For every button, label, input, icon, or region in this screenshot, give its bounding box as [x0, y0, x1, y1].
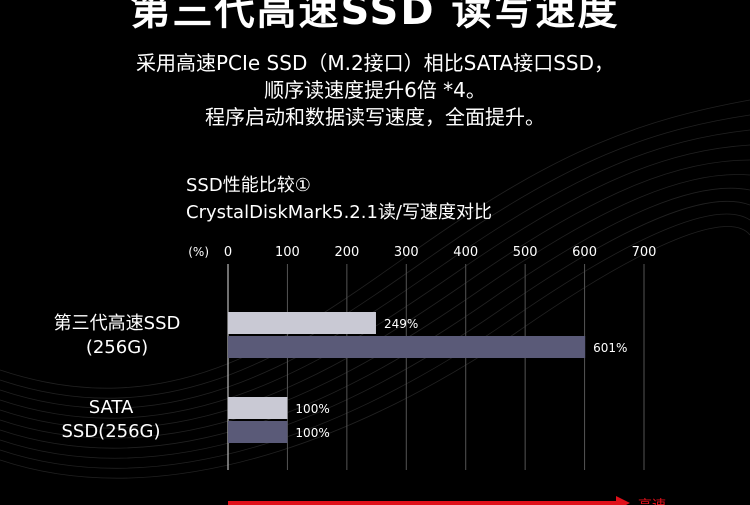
speed-arrow-label: 高速: [638, 497, 666, 505]
description-line-2: 顺序读速度提升6倍 *4。: [264, 78, 486, 102]
tick-label: 500: [513, 245, 538, 260]
description: 采用高速PCIe SSD（M.2接口）相比SATA接口SSD， 顺序读速度提升6…: [0, 50, 750, 131]
data-label: 601%: [593, 341, 627, 355]
description-line-1: 采用高速PCIe SSD（M.2接口）相比SATA接口SSD，: [135, 51, 615, 75]
axis-unit-label: (%): [188, 245, 209, 259]
data-label: 100%: [295, 426, 329, 440]
tick-label: 400: [453, 245, 478, 260]
category-label-pcie: 第三代高速SSD (256G): [22, 312, 212, 360]
tick-label: 300: [394, 245, 419, 260]
tick-label: 0: [224, 245, 232, 260]
chart-title: SSD性能比较①: [186, 175, 311, 196]
data-label: 249%: [384, 317, 418, 331]
page-title: 第三代高速SSD 读写速度: [130, 0, 620, 34]
category-label-line: (256G): [85, 337, 149, 358]
tick-label: 600: [572, 245, 597, 260]
bar: [228, 397, 288, 419]
speed-arrow-head: [616, 496, 630, 505]
category-label-line: SSD(256G): [61, 421, 161, 442]
tick-label: 200: [334, 245, 359, 260]
bar: [228, 421, 288, 443]
category-label-line: 第三代高速SSD: [53, 313, 181, 334]
tick-label: 700: [632, 245, 657, 260]
bar: [228, 336, 586, 358]
data-label: 100%: [295, 402, 329, 416]
chart-subtitle: CrystalDiskMark5.2.1读/写速度对比: [186, 202, 492, 223]
bar: [228, 312, 376, 334]
category-label-sata: SATA SSD(256G): [16, 396, 206, 444]
category-label-line: SATA: [88, 397, 134, 418]
tick-label: 100: [275, 245, 300, 260]
chart-heading: SSD性能比较① CrystalDiskMark5.2.1读/写速度对比: [186, 172, 492, 226]
description-line-3: 程序启动和数据读写速度，全面提升。: [205, 105, 545, 129]
